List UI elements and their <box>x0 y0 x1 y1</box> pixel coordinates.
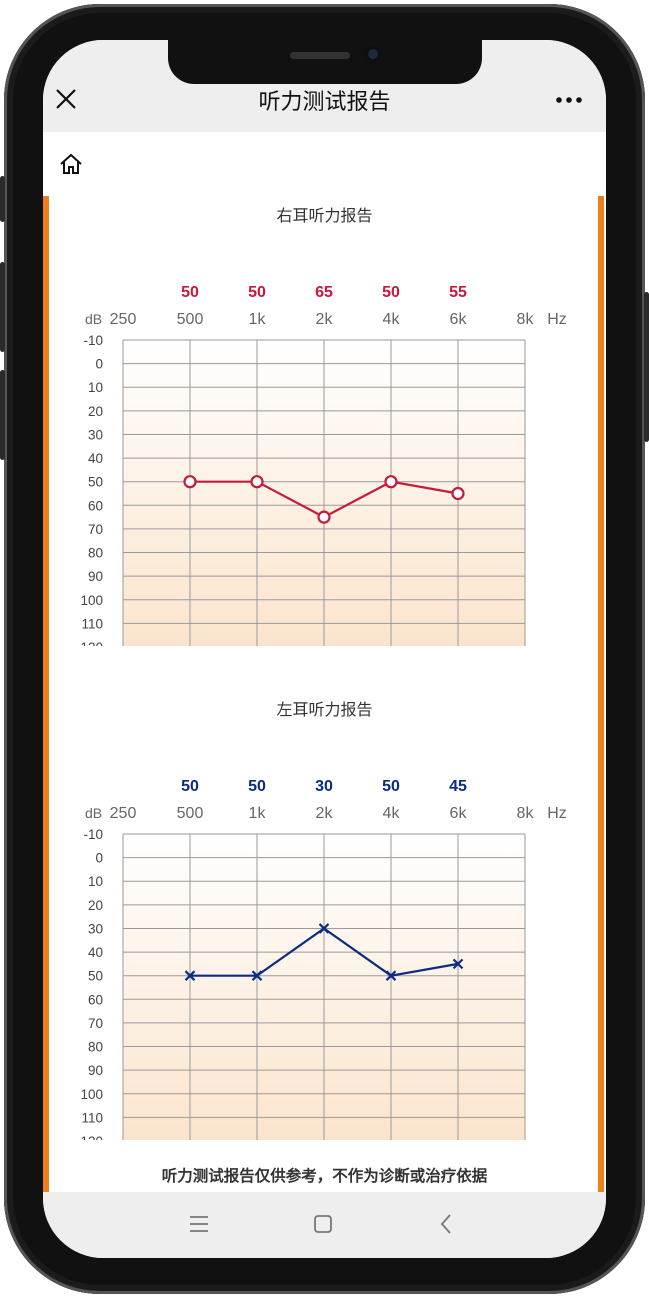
more-icon[interactable] <box>555 96 583 104</box>
disclaimer-note: 听力测试报告仅供参考，不作为诊断或治疗依据 <box>161 1167 488 1185</box>
y-tick-label: 40 <box>88 451 103 466</box>
x-tick-label-top: 6k <box>450 311 468 328</box>
top-value-label: 50 <box>181 778 199 795</box>
y-tick-label: 10 <box>88 874 103 889</box>
top-value-label: 50 <box>248 284 266 301</box>
data-point-x-stroke <box>452 958 464 970</box>
data-point-circle <box>250 475 264 489</box>
top-value-label: 55 <box>449 284 467 301</box>
x-tick-label-top: 1k <box>249 311 267 328</box>
data-point-x-stroke <box>385 970 397 981</box>
top-value-label: 50 <box>181 284 199 301</box>
y-tick-label: 60 <box>88 498 103 513</box>
x-tick-label-top: 6k <box>450 805 468 822</box>
data-point-circle <box>317 510 331 524</box>
x-tick-label-top: 250 <box>110 805 137 822</box>
data-point-x-stroke <box>251 970 263 981</box>
right-ear-audiogram: 50 50 65 50 55 dB 250 500 1k 2k 4k 6k 8k Hz -10 0 10 20 30… <box>80 284 567 646</box>
x-tick-label-top: 1k <box>249 805 267 822</box>
y-unit-label: dB <box>85 311 102 327</box>
y-tick-label: 0 <box>95 357 103 372</box>
side-button <box>644 292 649 442</box>
left-accent-bar <box>43 196 49 1194</box>
top-value-label: 50 <box>382 778 400 795</box>
x-tick-label-top: 8k <box>517 805 535 822</box>
y-tick-label: 70 <box>88 522 103 537</box>
data-point-x <box>318 923 330 934</box>
top-value-label: 45 <box>449 778 467 795</box>
data-point-x <box>251 970 263 981</box>
y-tick-label: 20 <box>88 898 103 913</box>
y-tick-label: 80 <box>88 1040 103 1055</box>
x-tick-label-top: 500 <box>177 311 204 328</box>
square-icon[interactable] <box>311 1212 335 1236</box>
page-title: 听力测试报告 <box>258 90 391 115</box>
y-tick-label: -10 <box>83 333 103 348</box>
home-icon[interactable] <box>59 152 83 176</box>
y-tick-label: -10 <box>83 827 103 842</box>
data-point-x <box>452 958 464 970</box>
x-tick-label-top: 250 <box>110 311 137 328</box>
top-value-label: 30 <box>315 778 333 795</box>
y-tick-label: 50 <box>88 475 103 490</box>
y-tick-label: 100 <box>80 593 103 608</box>
back-chevron-icon[interactable] <box>435 1212 459 1236</box>
y-tick-label: 10 <box>88 380 103 395</box>
close-icon[interactable] <box>55 88 77 110</box>
y-tick-label: 120 <box>80 1134 103 1140</box>
left-ear-audiogram: 50 50 30 50 45 dB 250 500 1k 2k 4k 6k 8k Hz -10 0 10 20 30… <box>80 778 567 1140</box>
x-unit-label-top: Hz <box>547 805 567 822</box>
x-tick-label-top: 2k <box>316 311 334 328</box>
x-tick-label-top: 2k <box>316 805 334 822</box>
bottom-nav-bar <box>43 1192 606 1258</box>
top-value-label: 50 <box>382 284 400 301</box>
speaker-grille <box>290 52 350 59</box>
camera-notch <box>168 40 482 84</box>
side-button <box>0 370 5 460</box>
y-tick-label: 30 <box>88 427 103 442</box>
y-tick-label: 110 <box>81 1110 103 1125</box>
x-tick-label-top: 500 <box>177 805 204 822</box>
y-tick-label: 50 <box>88 969 103 984</box>
right-accent-bar <box>598 196 604 1194</box>
x-tick-label-top: 4k <box>383 805 401 822</box>
data-point-x <box>184 970 196 981</box>
top-value-label: 50 <box>248 778 266 795</box>
y-tick-label: 40 <box>88 945 103 960</box>
right-ear-chart-title: 右耳听力报告 <box>276 206 373 225</box>
y-tick-label: 30 <box>88 921 103 936</box>
data-point-circle <box>451 486 465 501</box>
x-tick-label-top: 4k <box>383 311 401 328</box>
x-unit-label-top: Hz <box>547 311 567 328</box>
y-unit-label: dB <box>85 805 102 821</box>
y-tick-label: 70 <box>88 1016 103 1031</box>
top-value-label: 65 <box>315 284 333 301</box>
data-point-x-stroke <box>318 923 330 934</box>
data-point-circle <box>183 475 197 489</box>
menu-icon[interactable] <box>187 1212 211 1236</box>
y-tick-label: 90 <box>88 569 103 584</box>
side-button <box>0 176 5 222</box>
data-point-circle <box>384 475 398 489</box>
front-camera <box>364 45 382 63</box>
y-tick-label: 0 <box>95 851 103 866</box>
y-tick-label: 20 <box>88 404 103 419</box>
y-tick-label: 110 <box>81 616 103 631</box>
y-tick-label: 100 <box>80 1087 103 1102</box>
data-point-x <box>385 970 397 981</box>
left-ear-chart-title: 左耳听力报告 <box>276 700 373 719</box>
y-tick-label: 60 <box>88 992 103 1007</box>
x-tick-label-top: 8k <box>517 311 535 328</box>
screen: 听力测试报告 右耳听力报告 50 50 65 50 55 dB 250 500 1k 2k 4k 6k… <box>43 40 606 1258</box>
y-tick-label: 90 <box>88 1063 103 1078</box>
y-tick-label: 80 <box>88 546 103 561</box>
y-tick-label: 120 <box>80 640 103 646</box>
data-point-x-stroke <box>184 970 196 981</box>
side-button <box>0 262 5 352</box>
